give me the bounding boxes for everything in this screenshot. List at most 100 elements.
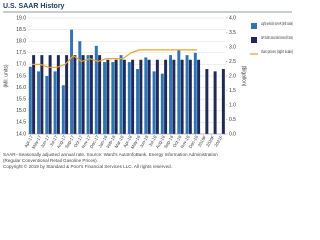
bar xyxy=(32,55,36,135)
x-tick-label: Apr-18 xyxy=(122,134,133,148)
x-tick-label: Dec-17 xyxy=(89,134,101,149)
y2-tick-label: 2.0 xyxy=(229,73,236,79)
bar xyxy=(169,55,173,135)
footnote: Copyright © 2019 by Standard & Poor's Fi… xyxy=(3,163,172,169)
x-tick-label: Sep-18 xyxy=(163,134,175,149)
x-tick-label: Jun-17 xyxy=(40,134,51,148)
x-tick-label: Sep-17 xyxy=(64,134,76,149)
bar xyxy=(152,71,156,134)
y-tick-label: 17.0 xyxy=(16,62,26,68)
y-tick-label: 16.5 xyxy=(16,73,26,79)
bar xyxy=(89,55,93,135)
bar xyxy=(48,55,52,135)
x-tick-label: Apr-17 xyxy=(23,134,34,148)
y2-axis-title: ($/gallon) xyxy=(241,66,247,87)
bar xyxy=(81,55,85,135)
x-tick-label: Mar-18 xyxy=(114,134,125,149)
y2-tick-label: 1.0 xyxy=(229,102,236,108)
bar xyxy=(193,52,197,134)
x-tick-label: Nov-18 xyxy=(179,134,191,149)
legend-label: Gas prices (right scale) xyxy=(261,49,293,54)
y2-tick-label: 4.0 xyxy=(229,15,236,21)
bar xyxy=(164,59,168,135)
bar xyxy=(61,85,65,134)
bar xyxy=(197,59,201,135)
bar xyxy=(37,71,41,134)
x-tick-label: Dec-18 xyxy=(188,134,200,149)
bar xyxy=(221,69,225,134)
gas-price-line xyxy=(32,49,198,68)
bar xyxy=(111,62,115,134)
bar xyxy=(180,59,184,135)
bar xyxy=(139,59,143,135)
legend-swatch xyxy=(251,23,257,29)
y-tick-label: 18.0 xyxy=(16,39,26,45)
y2-tick-label: 1.5 xyxy=(229,88,236,94)
bar xyxy=(177,50,181,135)
x-tick-label: Nov-17 xyxy=(80,134,92,149)
x-tick-label: Oct-18 xyxy=(172,134,183,148)
y-tick-label: 19.0 xyxy=(16,15,26,21)
bar xyxy=(127,62,131,134)
bar xyxy=(78,41,82,135)
y-tick-label: 15.5 xyxy=(16,97,26,103)
bar xyxy=(65,55,69,135)
x-tick-label: 2020F xyxy=(205,134,216,147)
bar xyxy=(45,76,49,134)
footnote: (Regular Conventional Retail Gasoline Pr… xyxy=(3,158,98,163)
bar xyxy=(103,62,107,134)
y-tick-label: 14.0 xyxy=(16,131,26,137)
bar xyxy=(56,55,60,135)
bar xyxy=(98,55,102,135)
bar xyxy=(94,45,98,135)
bar xyxy=(131,59,135,135)
bar xyxy=(86,55,90,135)
x-tick-label: May-17 xyxy=(31,134,43,149)
x-tick-label: 2021F xyxy=(213,134,224,147)
bar xyxy=(172,59,176,135)
bar xyxy=(144,57,148,134)
y2-tick-label: 3.5 xyxy=(229,30,236,36)
bar xyxy=(147,59,151,135)
bar xyxy=(53,71,57,134)
legend-text: S&P Global's annual sales forecast (left… xyxy=(261,35,293,40)
bar xyxy=(106,59,110,135)
y2-tick-label: 2.5 xyxy=(229,59,236,65)
x-tick-label: 2019F xyxy=(197,134,208,147)
x-tick-label: Jul-17 xyxy=(49,134,59,147)
bar xyxy=(213,71,217,134)
bar xyxy=(73,55,77,135)
bar xyxy=(114,59,118,135)
legend-text: Light-vehicle SAAR (left scale) xyxy=(261,21,293,26)
legend-label: Light-vehicle SAAR (left scale) xyxy=(261,21,293,26)
y-tick-label: 17.5 xyxy=(16,50,26,56)
bar xyxy=(70,29,74,135)
y-tick-label: 15.0 xyxy=(16,108,26,114)
x-tick-label: Jun-18 xyxy=(139,134,150,148)
bar xyxy=(28,66,32,134)
x-tick-label: Feb-18 xyxy=(105,134,116,149)
x-tick-label: May-18 xyxy=(130,134,142,149)
chart-title: U.S. SAAR History xyxy=(3,3,65,10)
legend-swatch xyxy=(251,37,257,43)
bar xyxy=(122,59,126,135)
bar xyxy=(188,59,192,135)
y2-tick-label: 3.0 xyxy=(229,44,236,50)
legend-label: S&P Global's annual sales forecast (left… xyxy=(261,35,293,40)
y-tick-label: 16.0 xyxy=(16,85,26,91)
bar xyxy=(185,55,189,135)
bar xyxy=(205,69,209,134)
legend-text: Gas prices (right scale) xyxy=(261,49,293,54)
y2-tick-label: 0.0 xyxy=(229,131,236,137)
bar xyxy=(119,55,123,135)
x-tick-label: Jan-18 xyxy=(97,134,108,148)
y-axis-title: (Mil. units) xyxy=(3,64,9,87)
bar xyxy=(155,59,159,135)
x-tick-label: Jul-18 xyxy=(148,134,158,147)
bar xyxy=(40,55,44,135)
bar xyxy=(136,69,140,134)
chart: U.S. SAAR History 14.0 14.5 15.0 15.5 16.0 16… xyxy=(3,3,293,169)
x-tick-label: Aug-17 xyxy=(56,134,68,149)
bar xyxy=(160,73,164,134)
y-tick-label: 14.5 xyxy=(16,120,26,126)
